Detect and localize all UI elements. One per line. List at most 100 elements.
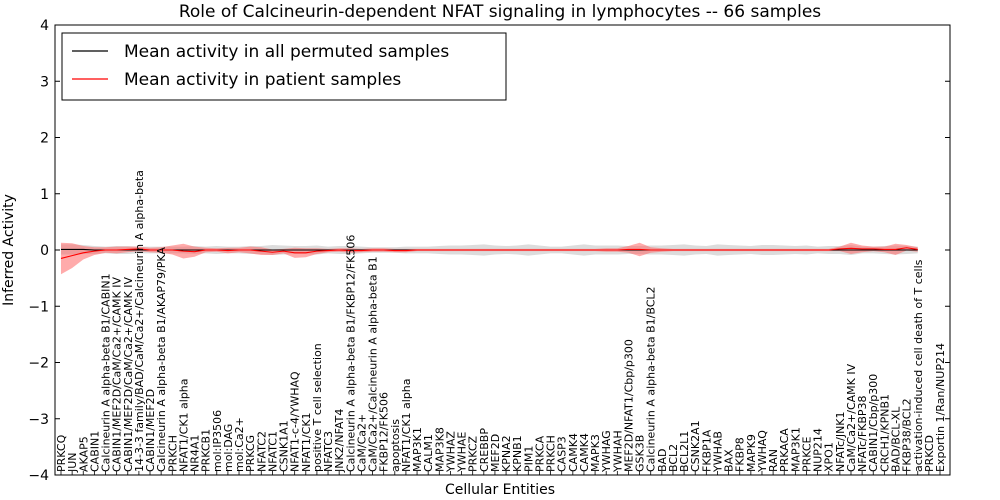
category-label: MAP3K1 (411, 427, 424, 472)
category-label: CaM/Ca2+/Calcineurin A alpha-beta B1 (367, 256, 380, 472)
legend-entry-permuted: Mean activity in all permuted samples (124, 42, 449, 62)
category-label: MEF2D (489, 434, 502, 472)
category-label: PRKCA (533, 435, 546, 472)
category-label: apoptosis (389, 419, 402, 472)
category-label: Calcineurin A alpha-beta B1/BCL2 (645, 286, 658, 472)
category-label: positive T cell selection (311, 343, 324, 472)
category-label: CAMK4 (578, 433, 591, 472)
category-label: JUN (66, 452, 79, 473)
category-label: FKBP1A (700, 429, 713, 472)
category-label: CaM/Ca2+ (355, 414, 368, 472)
category-label: mol:Ca2+ (233, 417, 246, 472)
y-tick-label: 0 (40, 243, 49, 259)
x-axis-label: Cellular Entities (445, 482, 555, 498)
category-label: NFATC3 (322, 431, 335, 472)
category-label: CaM/Ca2+/CAMK IV (845, 363, 858, 472)
category-label: CSNK1A1 (278, 420, 291, 472)
category-label: CABIN1/MEF2D/CaM/Ca2+/CAMK IV (122, 277, 135, 472)
category-label: Calcineurin A alpha-beta B1/CABIN1 (100, 273, 113, 472)
category-label: NFAT1/CK1 (300, 412, 313, 472)
y-tick-label: −4 (28, 468, 49, 484)
band-patient (61, 242, 918, 275)
category-label: Calcineurin A alpha-beta B1/FKBP12/FK506 (344, 235, 357, 472)
category-label: CALM1 (422, 434, 435, 472)
category-label: FKBP8 (734, 437, 747, 472)
category-label: PRKCH (545, 435, 558, 472)
category-label: BAD (656, 448, 669, 472)
category-label: KPNA2 (500, 435, 513, 472)
category-label: CREBBP (478, 428, 491, 472)
category-label: YWHAQ (756, 430, 769, 473)
category-label: CAMK4 (567, 433, 580, 472)
chart-title: Role of Calcineurin-dependent NFAT signa… (179, 2, 821, 22)
series-lines (60, 247, 918, 259)
category-label: MAPK3 (589, 434, 602, 472)
category-label: PRKCD (923, 435, 936, 472)
y-tick-label: 3 (40, 74, 49, 90)
y-axis-label: Inferred Activity (1, 194, 17, 306)
category-label: CRCH1/KPNB1 (878, 394, 891, 472)
y-tick-label: −2 (28, 356, 49, 372)
category-label: YWHAE (456, 432, 469, 473)
legend-entry-patient: Mean activity in patient samples (124, 70, 401, 90)
category-label: Calcineurin A alpha-beta B1/AKAP79/PKA (155, 247, 168, 472)
category-label: PIM1 (522, 446, 535, 472)
category-label: MAP3K8 (433, 427, 446, 472)
category-label: YWHAZ (444, 431, 457, 473)
series-line-patient (60, 247, 918, 259)
category-label: NUP214 (812, 428, 825, 472)
category-label: PRKACA (778, 428, 791, 472)
category-label: MAP3K1 (789, 427, 802, 472)
category-label: mol:DAG (222, 424, 235, 472)
category-label: GSK3B (634, 435, 647, 472)
category-label: activation-induced cell death of T cells (912, 259, 925, 472)
category-label: BCL2 (667, 444, 680, 472)
category-label: XPO1 (823, 442, 836, 472)
y-tick-label: −3 (28, 412, 49, 428)
category-label: NFAT1/CK1 alpha (177, 378, 190, 472)
category-label: MAPK9 (745, 434, 758, 472)
category-label: AKAP5 (77, 436, 90, 472)
category-label: YWHAB (711, 431, 724, 473)
y-tick-label: 2 (40, 131, 49, 147)
category-label: BCL2L1 (678, 431, 691, 472)
category-label: JNK2/NFAT4 (333, 409, 346, 473)
legend-box (61, 32, 507, 101)
category-label: NR4A1 (189, 435, 202, 472)
category-label: BAD/BCL-XL (889, 406, 902, 472)
category-label: CSNK2A1 (689, 420, 702, 472)
category-label: CABIN1/Cbp/p300 (867, 374, 880, 472)
y-tick-label: −1 (28, 299, 49, 315)
category-label: KPNB1 (511, 435, 524, 472)
confidence-bands (61, 242, 918, 275)
y-axis: 4 3 2 1 0 −1 −2 −3 −4 (28, 18, 950, 484)
category-label: NFAT1-c-4/YWHAQ (289, 371, 302, 472)
category-label: PRKCH (166, 435, 179, 472)
category-label: NFATC2 (255, 431, 268, 472)
category-label: FKBP38/BCL2 (901, 398, 914, 472)
category-label: PRKCG (244, 435, 257, 472)
category-label: NFATc/JNK1 (834, 411, 847, 472)
category-label: CABIN1/MEF2D/CaM/Ca2+/CAMK IV (111, 277, 124, 472)
legend: Mean activity in all permuted samples Me… (61, 32, 507, 101)
category-label: RAN (767, 449, 780, 472)
category-label: YWHAG (600, 430, 613, 473)
y-tick-label: 4 (40, 18, 49, 34)
category-label: NFATc/FKBP38 (856, 395, 869, 472)
category-label: FKBP12/FK506 (378, 392, 391, 472)
category-label: NFATC1 (266, 431, 279, 472)
category-label: Exportin 1/Ran/NUP214 (934, 343, 947, 472)
category-label: PRKCZ (467, 435, 480, 472)
category-label: CASP3 (556, 436, 569, 472)
category-label: PRKCB1 (200, 429, 213, 472)
category-label: MEF2D/NFAT1/Cbp/p300 (622, 339, 635, 472)
y-tick-label: 1 (40, 187, 49, 203)
category-label: PRKCE (800, 436, 813, 472)
category-label: YWHAH (611, 430, 624, 473)
category-label: mol:IP3506 (211, 410, 224, 472)
category-label: CABIN1 (88, 431, 101, 472)
category-label: PRKCQ (55, 434, 68, 472)
